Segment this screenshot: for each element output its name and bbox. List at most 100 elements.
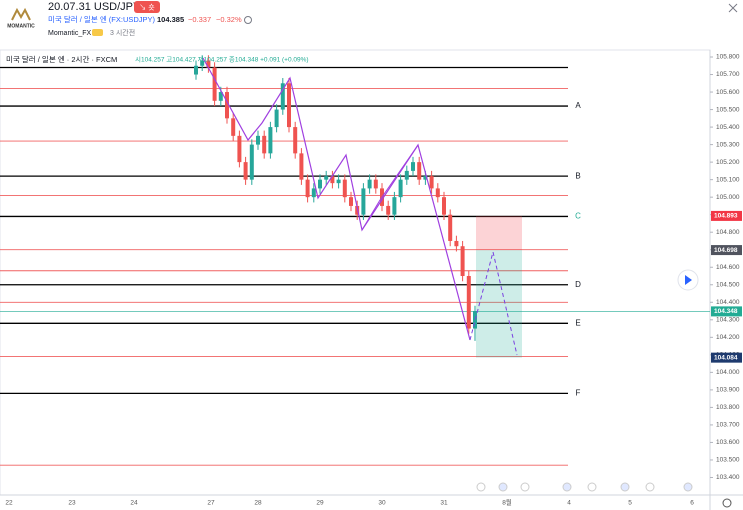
event-icon[interactable] [645,482,655,492]
event-icon[interactable] [562,482,572,492]
pattern-line [361,144,419,231]
candle-body [392,197,397,215]
candle-body [411,162,415,171]
alarm-icon[interactable] [244,16,252,24]
symbol-link[interactable]: 미국 달러 / 일본 엔 (FX:USDJPY) [48,14,156,24]
y-tick-label: 103.400 [716,474,740,481]
level-layer: A B C D E F [0,66,581,466]
candle-body [293,127,298,154]
y-tick-label: 105.300 [716,141,740,148]
chart-legend-name: 미국 달러 / 일본 엔 · 2시간 · FXCM [6,54,117,64]
candle-body [305,179,310,198]
pro-badge [92,29,103,36]
chart-legend-ohlc: 시104.257 고104.427 저104.257 종104.348 +0.0… [135,55,309,64]
y-tick-label: 104.500 [716,281,740,288]
candle-body [423,176,428,180]
y-tick-label: 105.400 [716,124,740,131]
candle-body [473,311,477,329]
last-price: 104.385 [157,15,184,24]
y-tick-label: 105.600 [716,89,740,96]
candle-body [268,127,273,154]
y-tick-label: 103.600 [716,439,740,446]
candle-body [280,83,285,110]
y-tick-label: 105.000 [716,194,740,201]
y-tick-label: 104.400 [716,299,740,306]
y-tick-label: 103.900 [716,387,740,394]
candle-body [342,179,347,198]
y-tick-label: 105.100 [716,176,740,183]
level-label: E [575,318,580,327]
candle-body [225,92,229,119]
candle-body [324,176,329,180]
badge-bg [134,1,160,13]
close-button[interactable] [728,3,738,13]
y-tick-label: 103.500 [716,457,740,464]
event-icon[interactable] [498,482,508,492]
settings-icon[interactable] [722,498,732,508]
logo-text: MOMANTIC [7,23,35,29]
y-tick-label: 104.200 [716,334,740,341]
candle-body [435,188,440,198]
pattern-line [202,57,471,341]
y-tick-label: 103.700 [716,422,740,429]
candle-body [460,246,465,277]
candle-body [237,135,242,163]
candle-body [274,109,279,128]
candle-body [243,162,248,180]
price-tag-label: 104.084 [714,354,738,361]
x-tick-label: 5 [628,500,632,507]
event-icon[interactable] [683,482,693,492]
price-tag-label: 104.348 [714,308,738,315]
short-badge: ↘ 숏 [139,3,155,11]
candle-body [417,162,422,180]
plot-frame [0,49,711,496]
y-tick-label: 104.800 [716,229,740,236]
candle-body [386,205,391,215]
candle-body [429,176,434,189]
candle-body [466,276,471,329]
target-zone [476,250,522,358]
candle-body [262,135,267,154]
y-tick-label: 105.200 [716,159,740,166]
price-change: −0.337 [188,15,211,24]
time-ago: 3 시간전 [110,28,135,37]
candle-body [256,135,260,145]
event-icons [476,482,693,492]
level-label: B [575,171,580,180]
event-icon[interactable] [620,482,630,492]
play-icon [685,275,692,285]
candle-body [373,179,378,189]
price-tag-label: 104.893 [714,213,738,220]
x-tick-label: 6 [690,500,694,507]
y-tick-label: 105.800 [716,54,740,61]
price-tag-label: 104.698 [714,247,738,254]
x-tick-label: 4 [567,500,571,507]
x-tick-label: 28 [254,500,262,507]
y-tick-label: 104.600 [716,264,740,271]
candle-body [194,65,198,75]
candle-body [200,60,205,66]
candle-body [299,153,304,180]
event-icon[interactable] [476,482,486,492]
price-tag [711,210,742,221]
candle-body [218,92,223,101]
price-tag [711,245,742,256]
stop-zone [476,215,522,251]
x-tick-label: 22 [5,500,13,507]
y-tick-label: 105.500 [716,106,740,113]
x-tick-label: 29 [316,500,324,507]
y-tick-label: 105.700 [716,71,740,78]
event-icon[interactable] [520,482,530,492]
event-icon[interactable] [587,482,597,492]
candle-body [249,144,254,180]
axis-layer: 105.800 105.700 105.600 105.500 105.400 105.3… [5,54,742,507]
candle-body [231,118,236,136]
x-tick-label: 23 [68,500,76,507]
candle-body [311,188,316,198]
candle-body [404,170,409,180]
candle-body [212,67,217,101]
candle-body [367,179,372,189]
level-label: A [575,101,581,110]
author[interactable]: Momantic_FX [48,30,92,37]
